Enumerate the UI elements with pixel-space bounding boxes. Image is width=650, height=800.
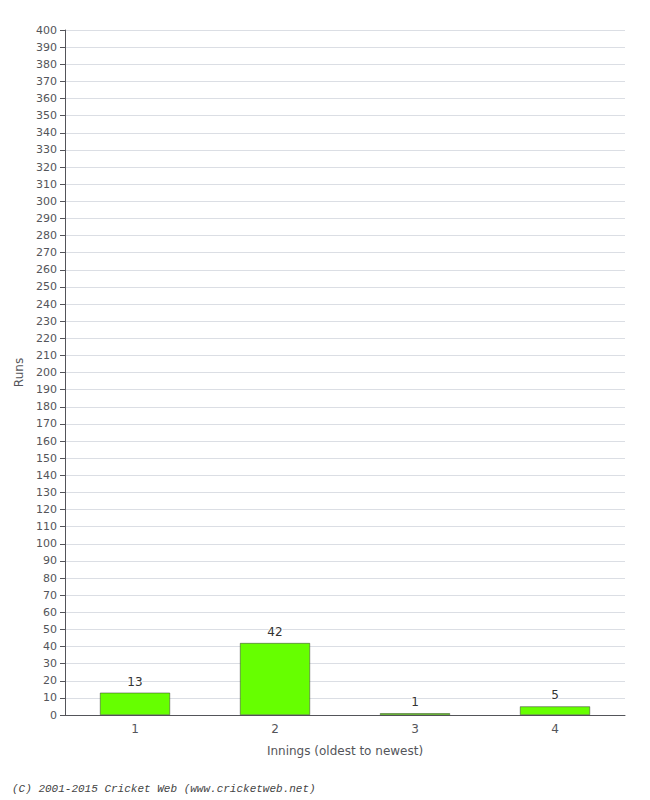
svg-text:60: 60: [43, 606, 57, 619]
svg-text:300: 300: [36, 195, 57, 208]
svg-text:220: 220: [36, 332, 57, 345]
svg-text:210: 210: [36, 349, 57, 362]
svg-text:140: 140: [36, 469, 57, 482]
svg-text:330: 330: [36, 143, 57, 156]
svg-text:240: 240: [36, 298, 57, 311]
svg-text:190: 190: [36, 383, 57, 396]
svg-text:230: 230: [36, 315, 57, 328]
svg-text:100: 100: [36, 537, 57, 550]
svg-text:160: 160: [36, 435, 57, 448]
svg-text:1: 1: [131, 722, 139, 736]
svg-text:370: 370: [36, 75, 57, 88]
svg-text:360: 360: [36, 92, 57, 105]
svg-text:2: 2: [271, 722, 279, 736]
svg-text:4: 4: [551, 722, 559, 736]
svg-text:Runs: Runs: [12, 358, 26, 387]
svg-text:290: 290: [36, 212, 57, 225]
svg-text:150: 150: [36, 452, 57, 465]
svg-text:80: 80: [43, 572, 57, 585]
svg-text:260: 260: [36, 263, 57, 276]
svg-text:70: 70: [43, 589, 57, 602]
svg-text:20: 20: [43, 674, 57, 687]
svg-text:120: 120: [36, 503, 57, 516]
svg-text:50: 50: [43, 623, 57, 636]
svg-text:400: 400: [36, 24, 57, 37]
svg-text:0: 0: [50, 709, 57, 722]
svg-text:200: 200: [36, 366, 57, 379]
svg-text:350: 350: [36, 109, 57, 122]
svg-text:310: 310: [36, 178, 57, 191]
svg-text:40: 40: [43, 640, 57, 653]
svg-text:250: 250: [36, 280, 57, 293]
svg-text:180: 180: [36, 400, 57, 413]
svg-text:390: 390: [36, 41, 57, 54]
svg-text:280: 280: [36, 229, 57, 242]
svg-text:170: 170: [36, 417, 57, 430]
svg-text:380: 380: [36, 58, 57, 71]
svg-text:3: 3: [411, 722, 419, 736]
svg-text:270: 270: [36, 246, 57, 259]
svg-text:5: 5: [551, 688, 559, 702]
svg-text:340: 340: [36, 126, 57, 139]
svg-text:90: 90: [43, 554, 57, 567]
svg-text:Innings (oldest to newest): Innings (oldest to newest): [267, 744, 423, 758]
svg-text:10: 10: [43, 691, 57, 704]
svg-text:320: 320: [36, 161, 57, 174]
svg-text:13: 13: [127, 675, 142, 689]
svg-text:(C) 2001-2015 Cricket Web (www: (C) 2001-2015 Cricket Web (www.cricketwe…: [12, 783, 316, 795]
svg-text:30: 30: [43, 657, 57, 670]
svg-text:42: 42: [267, 625, 282, 639]
svg-text:130: 130: [36, 486, 57, 499]
svg-text:110: 110: [36, 520, 57, 533]
svg-text:1: 1: [411, 695, 419, 709]
